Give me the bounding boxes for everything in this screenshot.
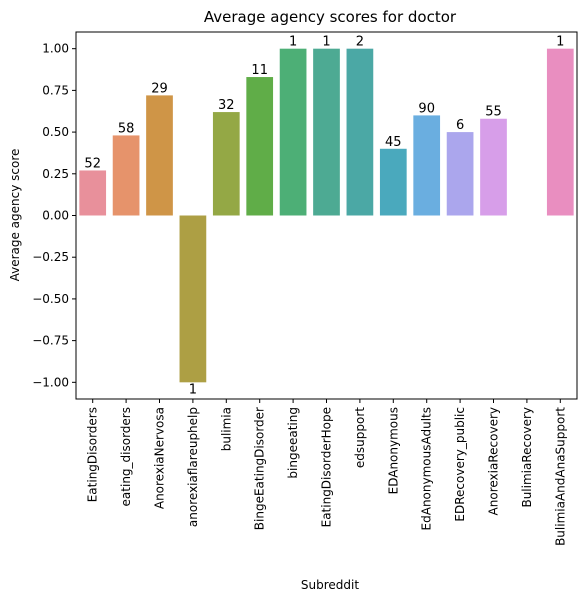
bar-AnorexiaRecovery (480, 118, 507, 216)
y-tick-label: 1.00 (42, 42, 69, 56)
bar-EDRecovery_public (446, 132, 474, 216)
x-tick-label-AnorexiaNervosa: AnorexiaNervosa (153, 407, 167, 509)
y-tick-label: −0.75 (32, 334, 69, 348)
x-tick-label-BulimiaAndAnaSupport: BulimiaAndAnaSupport (553, 407, 567, 546)
x-tick-label-BulimiaRecovery: BulimiaRecovery (520, 407, 534, 508)
bar-AnorexiaNervosa (146, 95, 173, 216)
chart-title: Average agency scores for doctor (204, 8, 457, 26)
x-tick-label-AnorexiaRecovery: AnorexiaRecovery (487, 407, 501, 515)
bar-EatingDisorders (79, 170, 107, 216)
bar-edsupport (346, 48, 374, 216)
data-label-EatingDisorders: 52 (84, 156, 101, 171)
y-tick-label: 0.50 (42, 125, 69, 139)
bar-eating_disorders (112, 135, 140, 216)
y-tick-label: 0.25 (42, 167, 69, 181)
bar-anorexiaflareuphelp (179, 215, 207, 383)
data-label-bingeeating: 1 (289, 35, 297, 50)
data-label-AnorexiaNervosa: 29 (151, 81, 168, 96)
data-label-AnorexiaRecovery: 55 (485, 105, 502, 120)
x-tick-label-EatingDisorders: EatingDisorders (86, 407, 100, 502)
bar-bingeeating (279, 48, 307, 216)
y-tick-label: −0.25 (32, 250, 69, 264)
x-tick-label-EatingDisorderHope: EatingDisorderHope (320, 407, 334, 527)
bar-EdAnonymousAdults (413, 115, 441, 216)
data-label-BulimiaAndAnaSupport: 1 (556, 35, 564, 50)
data-label-eating_disorders: 58 (118, 121, 135, 136)
data-label-EDAnonymous: 45 (385, 135, 402, 150)
data-label-edsupport: 2 (356, 35, 364, 50)
bar-bulimia (212, 112, 240, 216)
x-axis-label: Subreddit (301, 578, 359, 592)
x-tick-label-eating_disorders: eating_disorders (119, 407, 133, 506)
y-tick-label: 0.00 (42, 209, 69, 223)
x-tick-label-anorexiaflareuphelp: anorexiaflareuphelp (186, 407, 200, 527)
x-tick-label-edsupport: edsupport (353, 407, 367, 468)
bar-EDAnonymous (379, 148, 407, 216)
data-label-EdAnonymousAdults: 90 (418, 101, 435, 116)
bar-BulimiaAndAnaSupport (546, 48, 574, 216)
x-tick-label-bulimia: bulimia (219, 407, 233, 451)
x-tick-label-EDAnonymous: EDAnonymous (386, 407, 400, 494)
data-label-bulimia: 32 (218, 98, 235, 113)
x-tick-label-bingeeating: bingeeating (286, 407, 300, 479)
y-tick-label: 0.75 (42, 83, 69, 97)
data-label-anorexiaflareuphelp: 1 (189, 382, 197, 397)
data-label-EatingDisorderHope: 1 (322, 35, 330, 50)
data-label-BingeEatingDisorder: 11 (251, 63, 268, 78)
x-tick-label-BingeEatingDisorder: BingeEatingDisorder (253, 407, 267, 530)
bar-EatingDisorderHope (313, 48, 340, 216)
y-tick-label: −0.50 (32, 292, 69, 306)
y-tick-label: −1.00 (32, 375, 69, 389)
x-tick-label-EdAnonymousAdults: EdAnonymousAdults (420, 407, 434, 530)
x-tick-label-EDRecovery_public: EDRecovery_public (453, 407, 467, 522)
y-axis-label: Average agency score (8, 149, 22, 282)
bar-BingeEatingDisorder (246, 77, 274, 216)
data-label-EDRecovery_public: 6 (456, 118, 464, 133)
